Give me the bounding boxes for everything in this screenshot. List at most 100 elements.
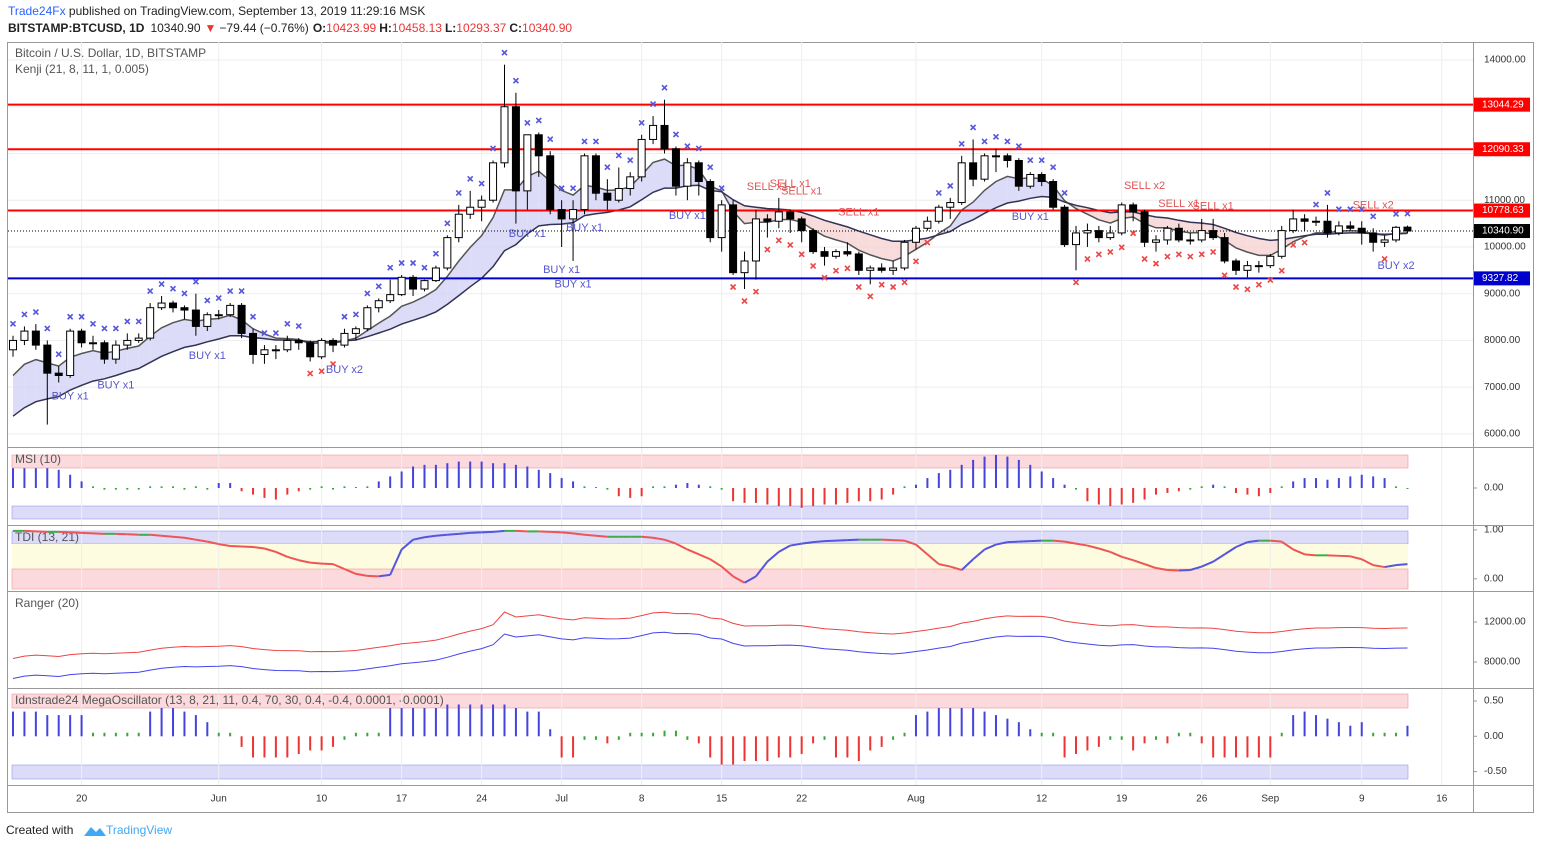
tdi-segment (778, 544, 791, 553)
histogram-bar (309, 487, 312, 490)
y-tick-label: 11000.00 (1484, 195, 1525, 206)
signal-cross (535, 117, 542, 124)
candle-body (923, 220, 932, 229)
signal-cross (21, 311, 28, 318)
histogram-bar (1212, 736, 1215, 758)
signal-cross (1130, 230, 1137, 237)
histogram-bar (1166, 736, 1169, 744)
histogram-bar (309, 736, 312, 751)
histogram-bar (400, 708, 403, 737)
signal-cross (592, 138, 599, 145)
x-tick-label: 19 (1116, 794, 1128, 805)
histogram-bar (1063, 736, 1066, 758)
candle-body (1357, 227, 1366, 234)
tdi-segment (949, 565, 962, 571)
signal-cross (638, 119, 645, 126)
tdi-segment (1235, 541, 1248, 548)
histogram-bar (263, 487, 266, 498)
signal-cross (570, 185, 577, 192)
histogram-bar (480, 704, 483, 737)
publisher[interactable]: Trade24Fx (8, 4, 66, 18)
candle-body (614, 188, 623, 201)
histogram-bar (206, 722, 209, 737)
last-price-box (1474, 224, 1530, 239)
candle-body (374, 300, 383, 309)
histogram-bar (492, 463, 495, 488)
candle-body (523, 134, 532, 192)
histogram-bar (434, 464, 437, 488)
tdi-segment (1144, 563, 1157, 569)
histogram-bar (92, 732, 95, 737)
signal-cross (558, 185, 565, 192)
histogram-bar (1189, 487, 1192, 490)
tdi-segment (1201, 560, 1214, 568)
histogram-bar (1120, 487, 1123, 505)
histogram-bar (57, 715, 60, 737)
histogram-bar (1177, 487, 1180, 492)
y-tick-label: 0.00 (1484, 573, 1504, 584)
candle-body (1117, 204, 1126, 234)
y-tick-label: -0.50 (1484, 766, 1507, 777)
signal-label: SELL x2 (1353, 200, 1394, 212)
histogram-bar (297, 487, 300, 492)
candle-body (626, 176, 635, 190)
h-value: 10458.13 (392, 21, 442, 35)
signal-cross (992, 133, 1000, 140)
signal-cross (215, 294, 222, 302)
histogram-bar (1040, 732, 1043, 737)
candle-body (397, 276, 406, 296)
candle-body (329, 339, 338, 346)
histogram-bar (126, 732, 129, 737)
signal-cross (364, 290, 371, 297)
histogram-bar (1372, 476, 1375, 488)
signal-label: BUY x1 (52, 390, 89, 402)
signal-cross (1061, 189, 1068, 196)
plot-layer: Bitcoin / U.S. Dollar, 1D, BITSTAMP MSI (… (8, 42, 1530, 805)
signal-label: SELL x1 (747, 181, 788, 193)
tdi-segment (915, 543, 929, 556)
signal-cross (798, 251, 805, 258)
kenji-cloud (481, 217, 494, 279)
y-tick-label: 0.00 (1484, 731, 1504, 742)
histogram-bar (617, 736, 620, 740)
candle-body (420, 280, 429, 290)
signal-cross (444, 220, 451, 227)
histogram-bar (1109, 487, 1112, 507)
candle-body (1186, 239, 1195, 242)
signal-cross (1358, 206, 1365, 213)
signal-cross (89, 320, 97, 327)
footer-brand[interactable]: TradingView (106, 823, 172, 837)
tdi-segment (412, 536, 425, 541)
histogram-bar (434, 708, 437, 737)
histogram-bar (766, 487, 769, 505)
candle-body (1232, 260, 1241, 271)
y-tick-label: 9000.00 (1484, 288, 1521, 299)
level-label-box (1474, 271, 1530, 286)
histogram-bar (286, 736, 289, 758)
histogram-bar (629, 487, 632, 498)
tdi-segment (1304, 553, 1317, 557)
y-tick-label: 6000.00 (1484, 429, 1521, 440)
signal-cross (890, 283, 897, 291)
histogram-bar (183, 487, 186, 490)
histogram-bar (812, 487, 815, 507)
histogram-bar (80, 481, 83, 488)
tdi-segment (1098, 547, 1111, 553)
signal-cross (55, 351, 62, 358)
histogram-bar (1337, 478, 1340, 488)
histogram-bar (1143, 736, 1146, 744)
histogram-bar (1155, 736, 1157, 740)
tdi-segment (641, 535, 654, 539)
signal-cross (249, 313, 257, 320)
histogram-bar (983, 456, 986, 488)
kenji-cloud (973, 190, 985, 220)
histogram-bar (80, 715, 83, 737)
signal-cross (1164, 253, 1171, 260)
kenji-cloud (961, 202, 974, 225)
panel-title: TDI (13, 21) (15, 530, 79, 544)
y-tick-label: 1.00 (1484, 525, 1504, 536)
histogram-bar (754, 736, 757, 761)
kenji-cloud (413, 296, 425, 321)
signal-cross (730, 283, 737, 291)
histogram-bar (903, 732, 906, 737)
